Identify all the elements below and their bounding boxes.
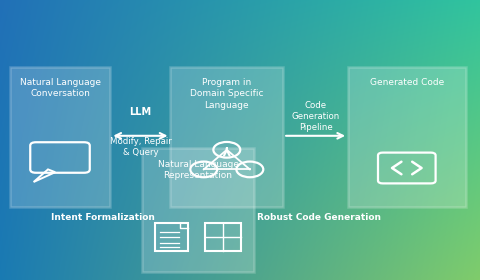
Text: Natural Language
Conversation: Natural Language Conversation [20,78,100,99]
Text: Program in
Domain Specific
Language: Program in Domain Specific Language [190,78,264,109]
FancyBboxPatch shape [348,67,466,207]
Text: Robust Code Generation: Robust Code Generation [257,213,381,221]
FancyBboxPatch shape [142,148,254,272]
Text: Intent Formalization: Intent Formalization [51,213,155,221]
Text: Code
Generation
Pipeline: Code Generation Pipeline [292,101,340,132]
Text: LLM: LLM [130,107,152,117]
FancyBboxPatch shape [10,67,110,207]
Text: Generated Code: Generated Code [370,78,444,87]
Text: Modify, Repair
& Query: Modify, Repair & Query [110,137,171,157]
Bar [205,223,241,251]
Bar [155,223,188,251]
FancyBboxPatch shape [170,67,283,207]
Text: Natural Language
Representation: Natural Language Representation [157,160,239,180]
